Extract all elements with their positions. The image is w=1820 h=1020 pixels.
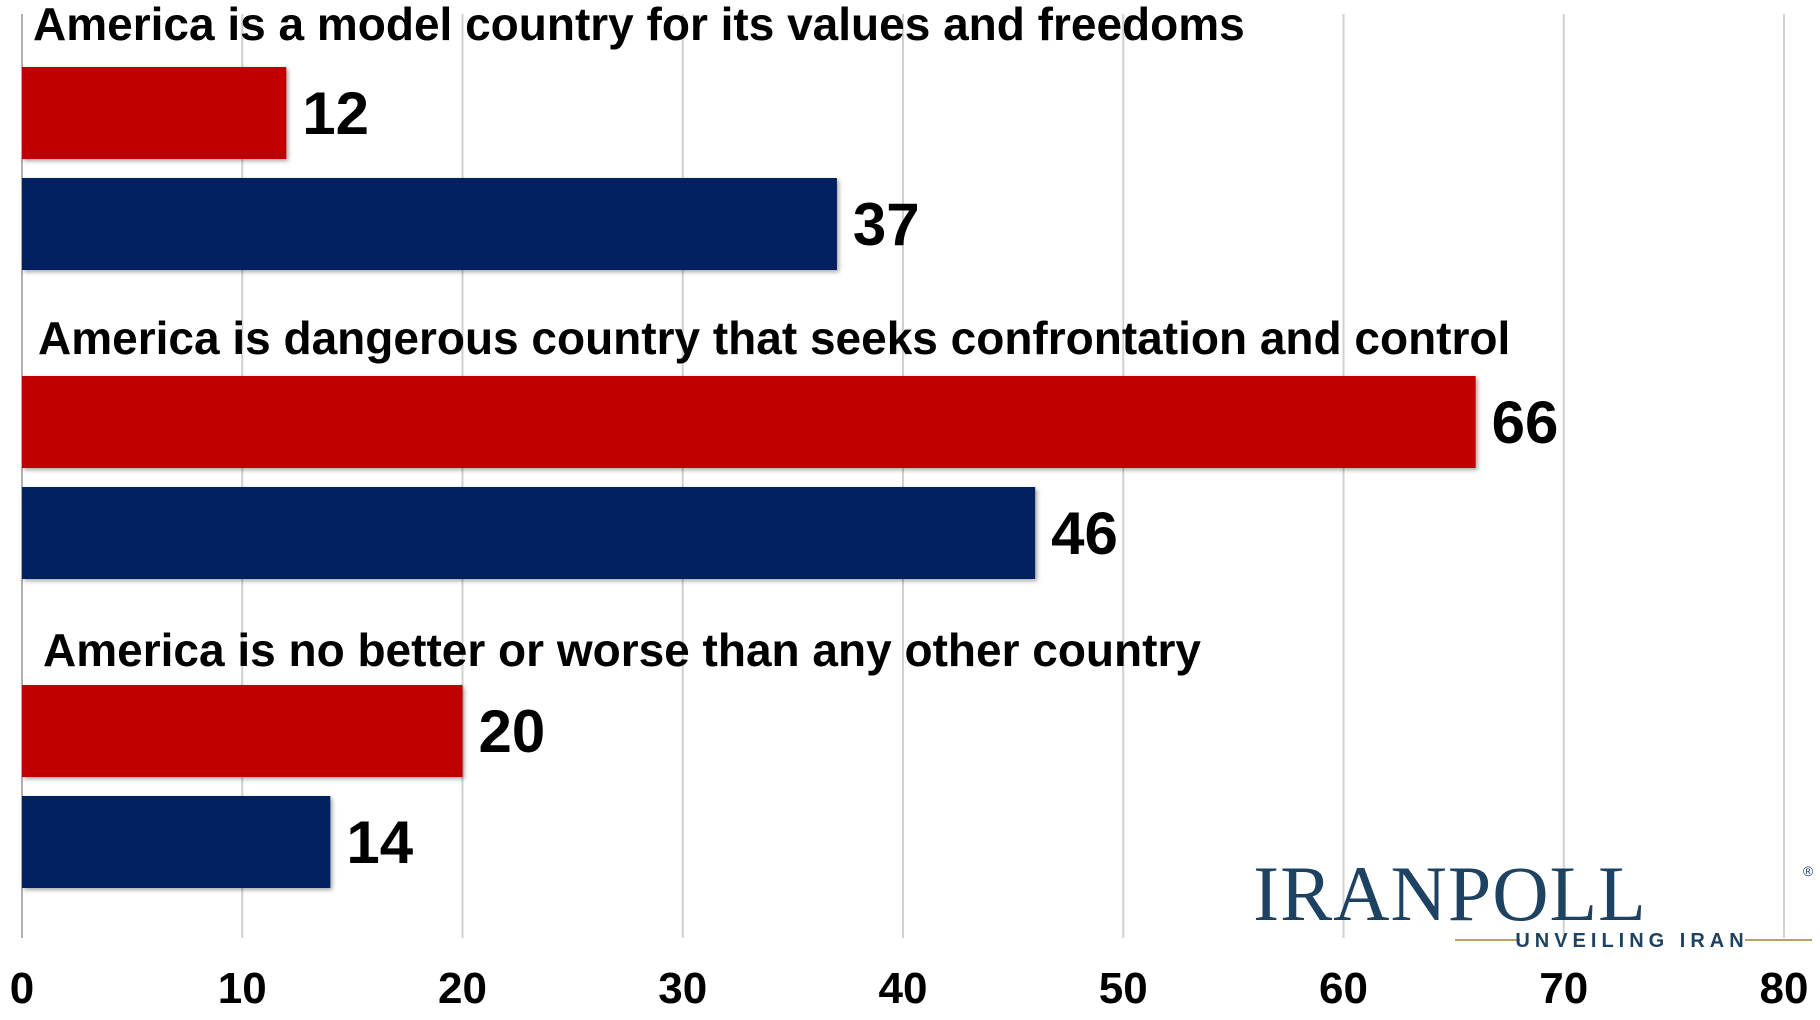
logo-name: IRANPOLL — [1253, 850, 1647, 937]
bars — [22, 67, 1476, 888]
category-label: America is no better or worse than any o… — [43, 624, 1201, 676]
x-tick-label: 30 — [658, 964, 707, 1013]
bar — [22, 487, 1036, 579]
x-tick-label: 70 — [1539, 964, 1588, 1013]
data-label: 37 — [853, 191, 920, 258]
x-tick-label: 40 — [879, 964, 928, 1013]
bar — [22, 796, 331, 888]
bar — [22, 685, 463, 777]
x-tick-label: 60 — [1319, 964, 1368, 1013]
data-label: 46 — [1051, 500, 1118, 567]
bar — [22, 67, 287, 159]
logo-tagline: UNVEILING IRAN — [1515, 930, 1748, 952]
x-axis-ticks: 0 10 20 30 40 50 60 70 80 — [10, 964, 1809, 1013]
labels: America is a model country for its value… — [33, 0, 1558, 876]
data-label: 12 — [302, 80, 369, 147]
x-tick-label: 0 — [10, 964, 34, 1013]
bar — [22, 178, 837, 270]
data-label: 20 — [479, 698, 546, 765]
data-label: 14 — [346, 809, 413, 876]
x-tick-label: 10 — [218, 964, 267, 1013]
iranpoll-logo: IRANPOLL ® UNVEILING IRAN — [1253, 850, 1814, 952]
bar — [22, 376, 1476, 468]
category-label: America is dangerous country that seeks … — [38, 312, 1510, 364]
x-tick-label: 20 — [438, 964, 487, 1013]
data-label: 66 — [1492, 389, 1559, 456]
x-tick-label: 50 — [1099, 964, 1148, 1013]
gridlines — [21, 14, 1785, 938]
logo-registered-mark: ® — [1803, 863, 1814, 879]
category-label: America is a model country for its value… — [33, 0, 1245, 50]
x-tick-label: 80 — [1760, 964, 1809, 1013]
